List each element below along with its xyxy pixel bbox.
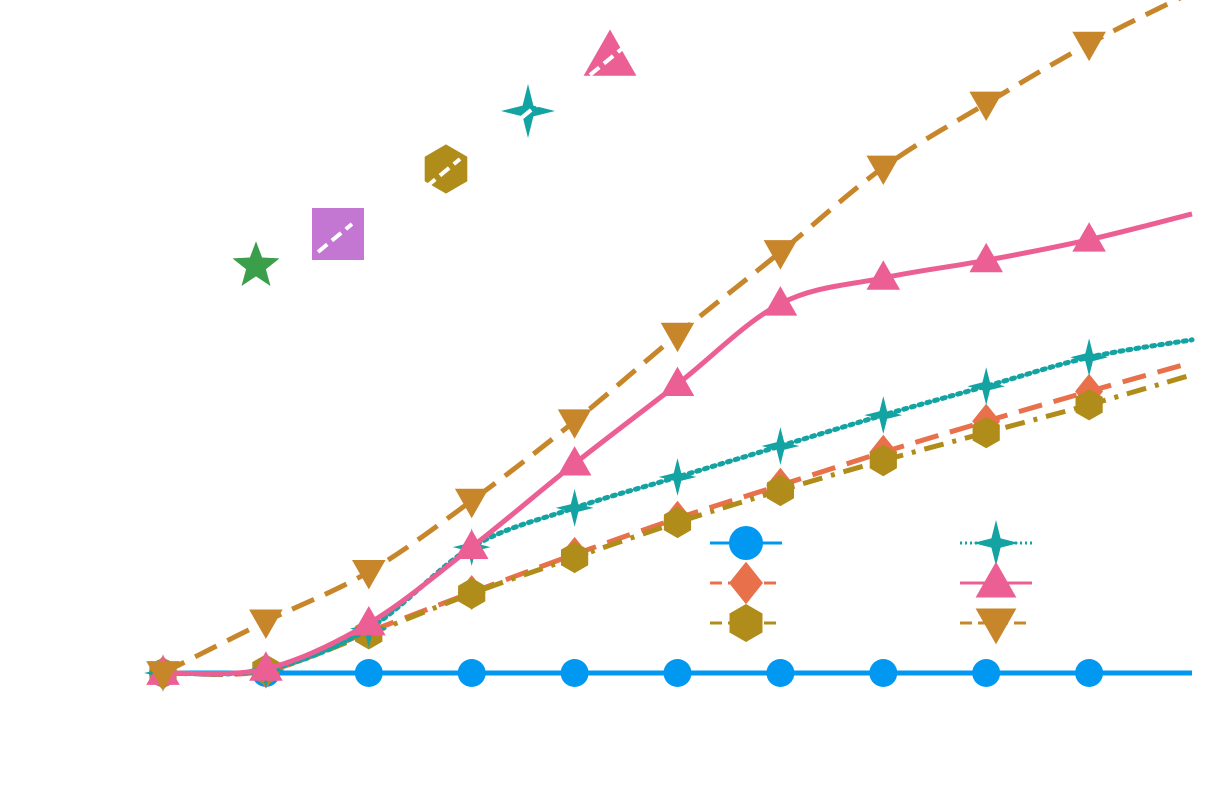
- legend-entry-s3: [710, 604, 782, 642]
- series-line-s5: [162, 211, 1193, 677]
- data-point-s4: [1070, 338, 1108, 377]
- data-point-s6: [557, 409, 592, 439]
- legend-marker-s6: [975, 608, 1017, 645]
- data-point-s1: [354, 659, 383, 687]
- marker-key-item: [583, 29, 637, 77]
- legend-entry-s4: [960, 520, 1032, 566]
- data-point-s5: [763, 286, 798, 316]
- data-point-s5: [660, 366, 695, 397]
- legend-entry-s5: [960, 561, 1032, 598]
- series-s3: [149, 372, 1193, 689]
- legend-marker-s3: [729, 604, 763, 642]
- data-point-s1: [1075, 659, 1104, 687]
- marker-key-dash: [316, 222, 354, 254]
- data-point-s5: [249, 651, 283, 681]
- marker-key-dash: [588, 45, 626, 77]
- series-layer: [144, 0, 1195, 692]
- data-point-s6: [454, 488, 489, 519]
- series-s5: [146, 211, 1193, 685]
- data-point-s1: [766, 659, 795, 687]
- data-point-s1: [457, 659, 486, 687]
- marker-key-annotation: [232, 29, 637, 286]
- data-point-s4: [555, 489, 594, 527]
- series-s6: [146, 0, 1182, 691]
- data-point-s3: [1075, 389, 1103, 421]
- data-point-s4: [658, 458, 697, 496]
- data-point-s6: [1072, 31, 1106, 62]
- data-point-s3: [561, 541, 589, 574]
- data-point-s5: [352, 605, 386, 636]
- data-point-s3: [972, 416, 1000, 449]
- data-point-s6: [763, 240, 798, 270]
- data-point-s3: [766, 474, 794, 507]
- data-point-s1: [663, 659, 692, 687]
- data-point-s6: [866, 155, 901, 185]
- marker-key-dash: [424, 157, 462, 189]
- data-point-s5: [557, 446, 592, 476]
- data-point-s6: [249, 609, 283, 639]
- data-point-s4: [967, 367, 1006, 406]
- legend-marker-s2: [729, 561, 763, 605]
- data-point-s5: [1072, 222, 1106, 252]
- data-point-s1: [560, 659, 589, 687]
- data-point-s6: [352, 559, 386, 590]
- marker-key-triangle-up: [583, 29, 637, 76]
- data-point-s5: [969, 242, 1003, 273]
- data-point-s4: [761, 427, 800, 465]
- marker-key-item: [501, 84, 555, 138]
- data-point-s3: [663, 506, 692, 539]
- marker-key-item: [232, 241, 280, 286]
- legend-marker-s1: [729, 526, 763, 560]
- legend-marker-s5: [975, 561, 1017, 598]
- marker-key-item: [312, 208, 364, 260]
- data-point-s1: [972, 659, 1001, 687]
- series-s1: [149, 659, 1192, 687]
- legend-marker-s4: [973, 520, 1019, 566]
- marker-key-dash: [506, 99, 544, 131]
- data-point-s3: [869, 444, 897, 477]
- data-point-s6: [660, 322, 695, 353]
- data-point-s5: [866, 260, 901, 290]
- legend: [710, 520, 1032, 645]
- data-point-s6: [146, 661, 180, 691]
- data-point-s6: [969, 91, 1003, 122]
- data-point-s3: [458, 577, 486, 610]
- marker-key-star5: [232, 241, 280, 286]
- data-point-s4: [864, 396, 903, 434]
- legend-entry-s1: [710, 526, 782, 560]
- legend-entry-s2: [710, 561, 782, 605]
- data-point-s1: [869, 659, 898, 687]
- data-point-s5: [454, 529, 489, 560]
- marker-key-item: [424, 144, 468, 194]
- legend-entry-s6: [960, 608, 1032, 645]
